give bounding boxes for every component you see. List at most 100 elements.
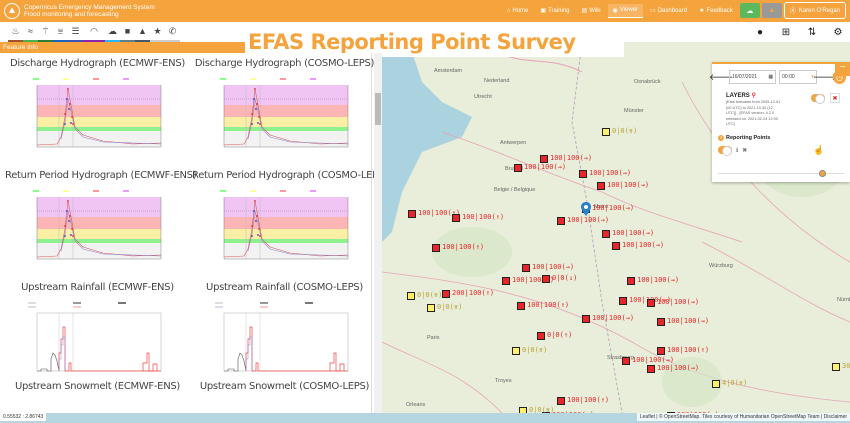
- mouse-coordinates: 0.55532 : 2.86743: [0, 413, 47, 421]
- rain-tool-button[interactable]: ☁: [105, 22, 120, 42]
- drop-icon[interactable]: ●: [756, 26, 764, 38]
- location-pin-icon[interactable]: [581, 202, 591, 216]
- nav-wiki[interactable]: ▤ Wiki: [581, 7, 601, 15]
- reporting-point-marker[interactable]: [502, 277, 510, 285]
- nav-feedback[interactable]: ★ Feedback: [699, 7, 733, 15]
- reporting-points-toggle[interactable]: [718, 146, 732, 156]
- reporting-point-marker[interactable]: [597, 182, 605, 190]
- gear-icon[interactable]: ⚙: [833, 26, 843, 38]
- legend-icon[interactable]: ⊞: [781, 26, 791, 38]
- reporting-point-marker[interactable]: [602, 230, 610, 238]
- reporting-point-marker[interactable]: [427, 304, 435, 312]
- reporting-point-marker[interactable]: [579, 170, 587, 178]
- hydrograph-chart[interactable]: [209, 77, 360, 157]
- layers-toggle[interactable]: [811, 94, 825, 104]
- chart-title: Return Period Hydrograph (ECMWF-ENS): [5, 170, 197, 181]
- nav-home[interactable]: ⌂ Home: [506, 7, 529, 14]
- gauge-tool-button[interactable]: ◠: [83, 22, 105, 42]
- training-icon: ▣: [540, 8, 547, 14]
- clock-icon: ◷: [835, 72, 843, 82]
- prev-date-button[interactable]: 🡐: [708, 71, 734, 82]
- flash-flood-tool-button[interactable]: ⚚: [38, 22, 53, 42]
- flood-tool-button[interactable]: ♨: [8, 22, 23, 42]
- reporting-point-marker[interactable]: [712, 380, 720, 388]
- reporting-point-marker[interactable]: [627, 277, 635, 285]
- reporting-point-marker[interactable]: [408, 210, 416, 218]
- chart-title: Upstream Snowmelt (COSMO-LEPS): [199, 381, 370, 392]
- reporting-point-marker[interactable]: [540, 155, 548, 163]
- reporting-point-marker[interactable]: [407, 292, 415, 300]
- marker-label: 100|100(↑): [667, 346, 710, 354]
- reporting-point-marker[interactable]: [557, 397, 565, 405]
- remove-icon[interactable]: ✖: [742, 147, 748, 154]
- reporting-point-marker[interactable]: [602, 128, 610, 136]
- reporting-point-marker[interactable]: [619, 297, 627, 305]
- hand-pointer-icon[interactable]: ☝: [813, 144, 825, 155]
- chart-upstream-rainfall-ecmwf-ens: Upstream Rainfall (ECMWF-ENS): [5, 282, 190, 381]
- slider-knob[interactable]: [819, 170, 826, 177]
- app-logo[interactable]: ⛰ Copernicus Emergency Management System…: [4, 3, 155, 19]
- zoom-out-button[interactable]: −: [835, 62, 850, 76]
- star-tool-button[interactable]: ★: [150, 22, 165, 42]
- sort-icon[interactable]: ⇅: [807, 26, 817, 38]
- chart-title: Upstream Snowmelt (ECMWF-ENS): [14, 381, 181, 392]
- marker-label: 0|0(⇈): [522, 346, 548, 354]
- megaphone-tool-button[interactable]: ✆: [165, 22, 180, 42]
- reporting-point-marker[interactable]: [582, 315, 590, 323]
- reporting-point-marker[interactable]: [647, 299, 655, 307]
- reporting-point-marker[interactable]: [542, 275, 550, 283]
- opacity-slider[interactable]: [718, 170, 844, 177]
- info-icon[interactable]: ℹ: [736, 147, 739, 154]
- reporting-point-marker[interactable]: [622, 357, 630, 365]
- home-icon: ⌂: [506, 7, 511, 14]
- help-icon[interactable]: ?: [718, 134, 724, 141]
- rainfall-chart[interactable]: [210, 301, 360, 381]
- reporting-point-marker[interactable]: [522, 264, 530, 272]
- marker-label: 0|0(⇈): [529, 406, 555, 413]
- reporting-point-marker[interactable]: [647, 365, 655, 373]
- next-date-button[interactable]: 🡒: [812, 71, 837, 82]
- reporting-point-marker[interactable]: [542, 412, 550, 413]
- date-input[interactable]: 16/07/2021 ▦: [729, 70, 777, 84]
- scrollbar-thumb[interactable]: [375, 93, 381, 125]
- reporting-point-marker[interactable]: [452, 214, 460, 222]
- reporting-point-marker[interactable]: [612, 242, 620, 250]
- hydrograph-chart[interactable]: [209, 189, 360, 269]
- panel-scrollbar[interactable]: [374, 53, 382, 413]
- warning-tool-button[interactable]: ▲: [135, 22, 150, 42]
- reporting-point-marker[interactable]: [442, 290, 450, 298]
- close-layers-button[interactable]: ✖: [830, 93, 840, 103]
- reporting-point-marker[interactable]: [832, 363, 840, 371]
- nav-training[interactable]: ▣ Training: [540, 7, 570, 15]
- cloud-button[interactable]: ☁: [739, 3, 760, 18]
- status-bar: [0, 413, 850, 423]
- nav-dashboard[interactable]: ▭ Dashboard: [650, 7, 688, 15]
- chart-return-period-hydrograph-ecmwf-ens: Return Period Hydrograph (ECMWF-ENS): [5, 170, 197, 269]
- user-menu-button[interactable]: Ⓐ Karen O'Regan: [783, 2, 846, 19]
- reporting-point-marker[interactable]: [537, 332, 545, 340]
- reporting-point-marker[interactable]: [657, 347, 665, 355]
- rainfall-chart[interactable]: [23, 301, 173, 381]
- reporting-point-marker[interactable]: [557, 217, 565, 225]
- map-attribution[interactable]: Leaflet | © OpenStreetMap. Tiles courtes…: [636, 413, 850, 421]
- warning-button[interactable]: ▲: [761, 3, 782, 18]
- marker-label: 100|100(→): [622, 241, 665, 249]
- waves-tool-button[interactable]: ≈: [23, 22, 38, 42]
- water-level-icon: ⩸: [57, 25, 64, 36]
- lines-tool-button[interactable]: ☰: [68, 22, 83, 42]
- time-select[interactable]: 00:00 ▾: [779, 70, 817, 84]
- hydrograph-chart[interactable]: [22, 189, 173, 269]
- water-level-tool-button[interactable]: ⩸: [53, 22, 68, 42]
- reporting-point-marker[interactable]: [667, 412, 675, 413]
- reporting-point-marker[interactable]: [512, 347, 520, 355]
- nav-viewer[interactable]: ◉ Viewer: [607, 3, 644, 18]
- camera-tool-button[interactable]: ■: [120, 22, 135, 42]
- marker-label: 0|0(⇈): [437, 303, 463, 311]
- chart-title: Upstream Rainfall (ECMWF-ENS): [21, 282, 174, 293]
- hydrograph-chart[interactable]: [22, 77, 173, 157]
- reporting-point-marker[interactable]: [657, 318, 665, 326]
- reporting-point-marker[interactable]: [519, 407, 527, 413]
- reporting-point-marker[interactable]: [432, 244, 440, 252]
- reporting-point-marker[interactable]: [514, 164, 522, 172]
- reporting-point-marker[interactable]: [517, 302, 525, 310]
